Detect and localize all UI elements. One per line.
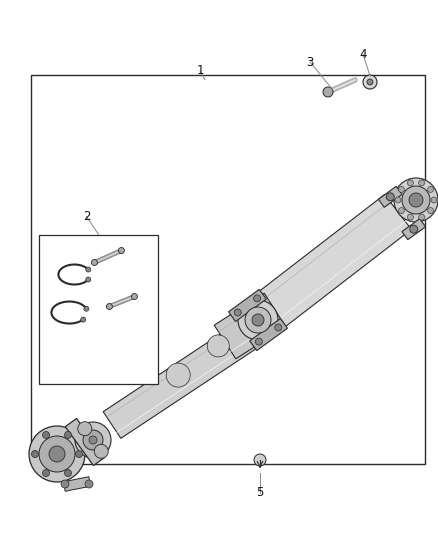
Circle shape [409, 193, 423, 207]
Circle shape [86, 267, 91, 272]
Circle shape [431, 197, 437, 203]
Circle shape [407, 180, 413, 186]
Circle shape [427, 187, 434, 192]
Circle shape [64, 470, 71, 477]
Circle shape [32, 450, 39, 457]
Text: 4: 4 [359, 47, 367, 61]
Polygon shape [214, 293, 286, 359]
Circle shape [89, 436, 97, 444]
Circle shape [419, 180, 424, 186]
Circle shape [64, 431, 71, 439]
Circle shape [394, 178, 438, 222]
Text: 2: 2 [83, 210, 90, 223]
Circle shape [367, 79, 373, 85]
Text: 1: 1 [196, 64, 204, 77]
Circle shape [254, 295, 261, 302]
Circle shape [75, 450, 82, 457]
Circle shape [410, 225, 418, 233]
Circle shape [83, 430, 103, 450]
Circle shape [94, 445, 108, 458]
Circle shape [238, 300, 278, 340]
Bar [31, 75, 425, 464]
Circle shape [234, 309, 241, 316]
Circle shape [323, 87, 333, 97]
Circle shape [42, 470, 49, 477]
Circle shape [419, 214, 424, 220]
Circle shape [85, 360, 93, 368]
Circle shape [92, 260, 97, 265]
Circle shape [248, 307, 268, 327]
Circle shape [61, 360, 69, 368]
Circle shape [255, 338, 262, 345]
Circle shape [84, 306, 89, 311]
Circle shape [118, 247, 124, 254]
Circle shape [29, 426, 85, 482]
Polygon shape [402, 219, 426, 240]
Circle shape [275, 324, 282, 331]
Text: 5: 5 [256, 487, 264, 499]
Circle shape [363, 75, 377, 89]
Polygon shape [378, 187, 402, 207]
Circle shape [85, 480, 93, 488]
Polygon shape [64, 357, 90, 372]
Circle shape [166, 363, 190, 387]
Circle shape [402, 186, 430, 214]
Circle shape [106, 303, 113, 310]
Text: 3: 3 [306, 55, 314, 69]
Circle shape [75, 422, 111, 458]
Circle shape [81, 317, 86, 322]
Circle shape [39, 436, 75, 472]
Polygon shape [244, 195, 411, 337]
Circle shape [399, 187, 404, 192]
Circle shape [207, 335, 229, 357]
Polygon shape [65, 418, 105, 465]
Circle shape [407, 214, 413, 220]
Circle shape [245, 307, 271, 333]
Circle shape [254, 454, 266, 466]
Circle shape [78, 422, 92, 435]
Circle shape [395, 197, 401, 203]
Circle shape [61, 480, 69, 488]
Circle shape [42, 431, 49, 439]
Polygon shape [250, 319, 287, 351]
Circle shape [49, 446, 65, 462]
Circle shape [131, 294, 138, 300]
Circle shape [252, 314, 264, 326]
Circle shape [399, 207, 404, 214]
Circle shape [86, 277, 91, 282]
Polygon shape [229, 289, 266, 321]
Circle shape [386, 193, 394, 201]
Bar [39, 235, 158, 384]
Circle shape [427, 207, 434, 214]
Polygon shape [103, 312, 272, 438]
Polygon shape [64, 477, 90, 491]
